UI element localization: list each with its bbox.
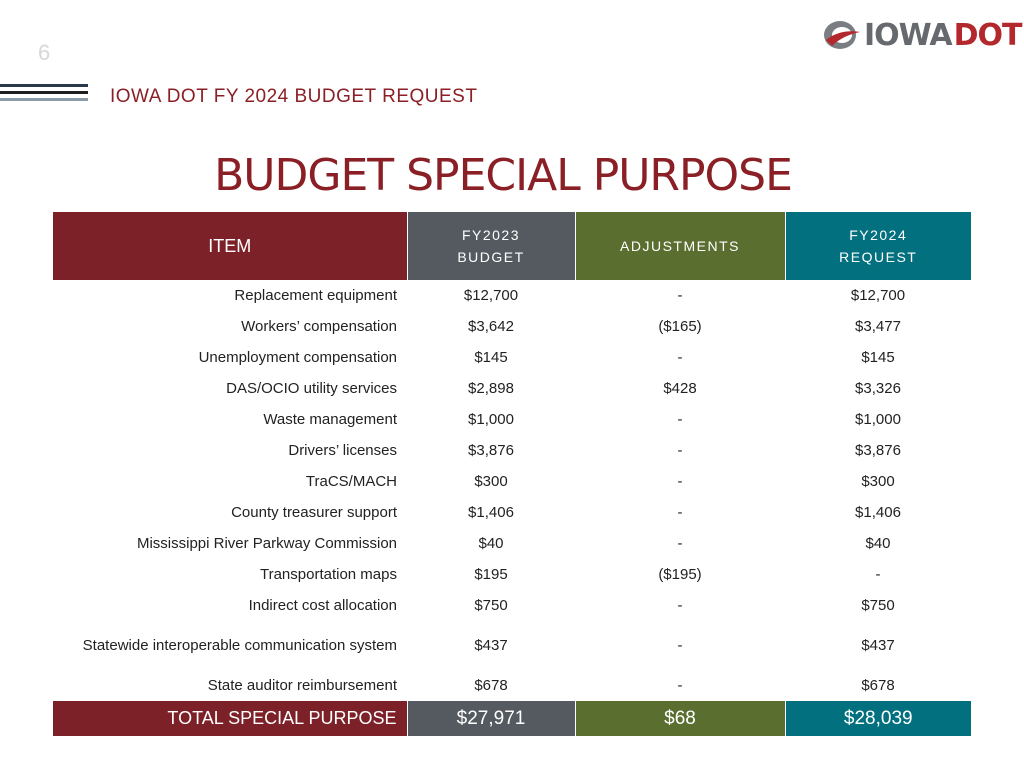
table-row: Indirect cost allocation $750 - $750 <box>53 590 971 621</box>
row-adjustment-value: ($165) <box>658 318 702 335</box>
row-item-label: DAS/OCIO utility services <box>226 380 397 397</box>
header-item: ITEM <box>53 212 408 280</box>
row-fy2024-value: $437 <box>861 637 895 654</box>
row-fy2023-value: $1,406 <box>468 504 514 521</box>
row-item-label: State auditor reimbursement <box>207 677 397 694</box>
slide-number: 6 <box>38 40 51 65</box>
row-fy2024-value: - <box>875 566 881 583</box>
row-fy2024-value: $300 <box>861 473 895 490</box>
header-fy2023-line2: BUDGET <box>457 249 525 265</box>
row-item-label: County treasurer support <box>231 504 397 521</box>
row-fy2024-value: $3,876 <box>855 442 901 459</box>
row-fy2024-value: $3,477 <box>855 318 901 335</box>
table-row: TraCS/MACH $300 - $300 <box>53 466 971 497</box>
row-fy2023-value: $1,000 <box>468 411 514 428</box>
row-fy2024-value: $1,406 <box>855 504 901 521</box>
row-fy2023-value: $145 <box>474 349 508 366</box>
row-fy2023-value: $3,642 <box>468 318 514 335</box>
row-fy2023-value: $195 <box>474 566 508 583</box>
table-row: State auditor reimbursement $678 - $678 <box>53 670 971 701</box>
header-title: IOWA DOT FY 2024 BUDGET REQUEST <box>110 86 478 107</box>
logo-text-dot: DOT <box>953 17 1023 53</box>
iowa-dot-logo: IOWA DOT <box>822 16 1023 54</box>
row-fy2023-value: $437 <box>474 637 508 654</box>
table-row: Replacement equipment $12,700 - $12,700 <box>53 280 971 311</box>
row-fy2023-value: $2,898 <box>468 380 514 397</box>
row-item-label: Statewide interoperable communication sy… <box>82 637 397 654</box>
total-fy2023: $27,971 <box>407 701 576 736</box>
table-row: Drivers’ licenses $3,876 - $3,876 <box>53 435 971 466</box>
header-fy2023-line1: FY2023 <box>461 227 521 243</box>
table-row: Unemployment compensation $145 - $145 <box>53 342 971 373</box>
row-item-label: Waste management <box>263 411 397 428</box>
total-row: TOTAL SPECIAL PURPOSE $27,971 $68 $28,03… <box>53 701 971 736</box>
row-fy2024-value: $12,700 <box>850 287 906 304</box>
budget-table: ITEM FY2023 BUDGET ADJUSTMENTS FY2024 RE… <box>53 212 971 736</box>
table-row: County treasurer support $1,406 - $1,406 <box>53 497 971 528</box>
table-row: Statewide interoperable communication sy… <box>53 621 971 670</box>
header-rule-lines <box>0 84 88 105</box>
row-fy2023-value: $300 <box>474 473 508 490</box>
row-fy2024-value: $3,326 <box>855 380 901 397</box>
total-label: TOTAL SPECIAL PURPOSE <box>53 701 408 736</box>
row-adjustment-value: $428 <box>663 380 697 397</box>
row-fy2023-value: $678 <box>474 677 508 694</box>
header-fy2024: FY2024 REQUEST <box>785 212 971 280</box>
row-adjustment-value: - <box>677 442 683 459</box>
header-fy2023: FY2023 BUDGET <box>407 212 576 280</box>
header-fy2024-line2: REQUEST <box>839 249 918 265</box>
page-title: BUDGET SPECIAL PURPOSE <box>214 150 793 201</box>
row-adjustment-value: - <box>677 637 683 654</box>
row-adjustment-value: - <box>677 473 683 490</box>
row-adjustment-value: - <box>677 411 683 428</box>
row-fy2023-value: $3,876 <box>468 442 514 459</box>
row-fy2024-value: $750 <box>861 597 895 614</box>
row-fy2024-value: $678 <box>861 677 895 694</box>
row-item-label: Transportation maps <box>259 566 397 583</box>
row-fy2024-value: $145 <box>861 349 895 366</box>
logo-text-iowa: IOWA <box>864 17 953 53</box>
row-item-label: Indirect cost allocation <box>248 597 397 614</box>
row-fy2023-value: $12,700 <box>463 287 519 304</box>
row-item-label: Replacement equipment <box>234 287 397 304</box>
row-item-label: Workers’ compensation <box>241 318 397 335</box>
row-adjustment-value: ($195) <box>658 566 702 583</box>
header-adjustments: ADJUSTMENTS <box>575 212 786 280</box>
row-item-label: TraCS/MACH <box>305 473 397 490</box>
row-adjustment-value: - <box>677 287 683 304</box>
row-adjustment-value: - <box>677 504 683 521</box>
header-fy2024-line1: FY2024 <box>849 227 908 243</box>
row-item-label: Drivers’ licenses <box>288 442 397 459</box>
row-item-label: Mississippi River Parkway Commission <box>136 535 397 552</box>
row-fy2024-value: $1,000 <box>855 411 901 428</box>
row-adjustment-value: - <box>677 535 683 552</box>
table-row: Waste management $1,000 - $1,000 <box>53 404 971 435</box>
total-fy2024: $28,039 <box>785 701 971 736</box>
row-fy2024-value: $40 <box>865 535 891 552</box>
row-item-label: Unemployment compensation <box>198 349 397 366</box>
row-adjustment-value: - <box>677 597 683 614</box>
row-adjustment-value: - <box>677 349 683 366</box>
swoosh-logo-icon <box>824 21 860 49</box>
table-row: Mississippi River Parkway Commission $40 -… <box>53 528 971 559</box>
row-adjustment-value: - <box>677 677 683 694</box>
table-row: Transportation maps $195 ($195) - <box>53 559 971 590</box>
table-row: DAS/OCIO utility services $2,898 $428 $3,32… <box>53 373 971 404</box>
table-row: Workers’ compensation $3,642 ($165) $3,477 <box>53 311 971 342</box>
row-fy2023-value: $750 <box>474 597 508 614</box>
row-fy2023-value: $40 <box>478 535 504 552</box>
total-adjustments: $68 <box>575 701 786 736</box>
